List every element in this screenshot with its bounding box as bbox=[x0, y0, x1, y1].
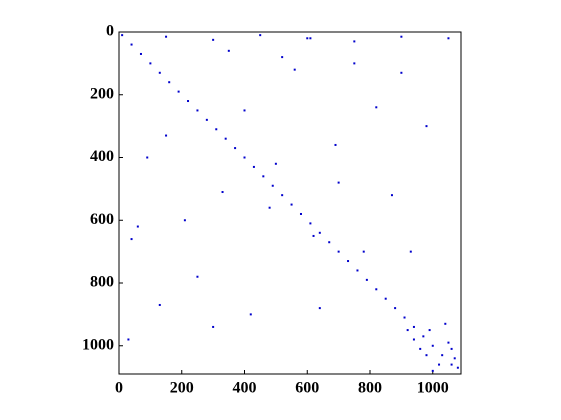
nonzero-point bbox=[299, 212, 302, 215]
x-tick-label: 0 bbox=[115, 380, 123, 397]
nonzero-point bbox=[121, 34, 124, 37]
nonzero-point bbox=[183, 219, 186, 222]
nonzero-point bbox=[456, 366, 459, 369]
nonzero-point bbox=[262, 175, 265, 178]
nonzero-point bbox=[196, 275, 199, 278]
plot-frame bbox=[118, 31, 462, 375]
nonzero-point bbox=[447, 341, 450, 344]
nonzero-point bbox=[196, 109, 199, 112]
nonzero-point bbox=[205, 118, 208, 121]
nonzero-point bbox=[221, 191, 224, 194]
nonzero-point bbox=[165, 35, 168, 38]
nonzero-point bbox=[309, 37, 312, 40]
nonzero-point bbox=[281, 56, 284, 59]
nonzero-point bbox=[149, 62, 152, 65]
x-tick-label: 800 bbox=[358, 380, 382, 397]
nonzero-point bbox=[139, 52, 142, 55]
nonzero-point bbox=[177, 90, 180, 93]
nonzero-point bbox=[243, 109, 246, 112]
x-tick-label: 200 bbox=[170, 380, 194, 397]
nonzero-point bbox=[419, 347, 422, 350]
nonzero-point bbox=[243, 156, 246, 159]
nonzero-point bbox=[252, 165, 255, 168]
nonzero-point bbox=[438, 363, 441, 366]
nonzero-point bbox=[130, 43, 133, 46]
nonzero-point bbox=[347, 260, 350, 263]
x-tick-label: 1000 bbox=[417, 380, 449, 397]
nonzero-point bbox=[215, 128, 218, 131]
nonzero-point bbox=[375, 288, 378, 291]
nonzero-point bbox=[400, 71, 403, 74]
y-tick-label: 400 bbox=[90, 148, 114, 165]
nonzero-point bbox=[337, 181, 340, 184]
nonzero-point bbox=[412, 325, 415, 328]
nonzero-point bbox=[187, 100, 190, 103]
nonzero-point bbox=[249, 313, 252, 316]
y-tick-label: 200 bbox=[90, 85, 114, 102]
nonzero-point bbox=[353, 40, 356, 43]
nonzero-point bbox=[274, 162, 277, 165]
nonzero-point bbox=[425, 125, 428, 128]
nonzero-point bbox=[234, 147, 237, 150]
nonzero-point bbox=[406, 329, 409, 332]
nonzero-point bbox=[212, 38, 215, 41]
nonzero-point bbox=[281, 194, 284, 197]
nonzero-point bbox=[158, 303, 161, 306]
nonzero-point bbox=[293, 68, 296, 71]
nonzero-point bbox=[362, 250, 365, 253]
nonzero-point bbox=[271, 184, 274, 187]
nonzero-point bbox=[212, 325, 215, 328]
nonzero-point bbox=[158, 71, 161, 74]
nonzero-point bbox=[146, 156, 149, 159]
nonzero-point bbox=[450, 347, 453, 350]
nonzero-point bbox=[431, 344, 434, 347]
nonzero-point bbox=[318, 231, 321, 234]
nonzero-point bbox=[403, 316, 406, 319]
nonzero-point bbox=[450, 363, 453, 366]
nonzero-point bbox=[400, 35, 403, 38]
nonzero-point bbox=[384, 297, 387, 300]
nonzero-point bbox=[412, 338, 415, 341]
nonzero-point bbox=[312, 234, 315, 237]
nonzero-point bbox=[375, 106, 378, 109]
nonzero-point bbox=[309, 222, 312, 225]
y-tick-label: 600 bbox=[90, 211, 114, 228]
nonzero-point bbox=[431, 369, 434, 372]
nonzero-point bbox=[227, 49, 230, 52]
nonzero-point bbox=[447, 37, 450, 40]
nonzero-point bbox=[334, 143, 337, 146]
nonzero-point bbox=[428, 329, 431, 332]
nonzero-point bbox=[328, 241, 331, 244]
x-tick-label: 400 bbox=[233, 380, 257, 397]
nonzero-point bbox=[444, 322, 447, 325]
nonzero-point bbox=[165, 134, 168, 137]
nonzero-point bbox=[409, 250, 412, 253]
nonzero-point bbox=[224, 137, 227, 140]
x-tick-label: 600 bbox=[295, 380, 319, 397]
nonzero-point bbox=[127, 338, 130, 341]
nonzero-point bbox=[390, 194, 393, 197]
nonzero-point bbox=[425, 354, 428, 357]
nonzero-point bbox=[337, 250, 340, 253]
nonzero-point bbox=[441, 354, 444, 357]
nonzero-point bbox=[268, 206, 271, 209]
nonzero-point bbox=[136, 225, 139, 228]
nonzero-point bbox=[259, 34, 262, 37]
nonzero-point bbox=[356, 269, 359, 272]
nonzero-point bbox=[422, 335, 425, 338]
nonzero-point bbox=[453, 357, 456, 360]
nonzero-point bbox=[168, 81, 171, 84]
nonzero-point bbox=[306, 37, 309, 40]
nonzero-point bbox=[353, 62, 356, 65]
y-tick-label: 0 bbox=[106, 23, 114, 40]
nonzero-point bbox=[394, 307, 397, 310]
y-tick-label: 1000 bbox=[82, 336, 114, 353]
nonzero-point bbox=[365, 278, 368, 281]
nonzero-point bbox=[318, 307, 321, 310]
nonzero-point bbox=[130, 238, 133, 241]
nonzero-point bbox=[290, 203, 293, 206]
y-tick-label: 800 bbox=[90, 274, 114, 291]
